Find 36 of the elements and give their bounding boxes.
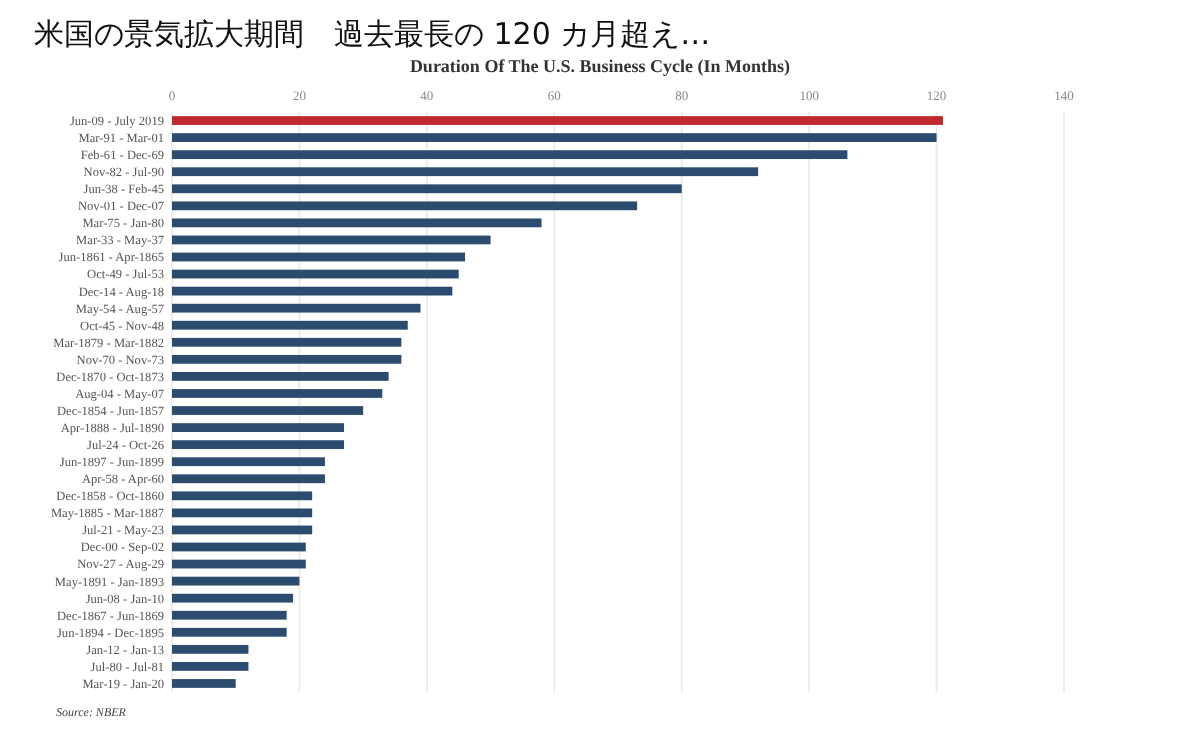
bar	[172, 491, 313, 501]
bar	[172, 150, 848, 160]
bar	[172, 218, 542, 228]
bar	[172, 525, 313, 535]
bar	[172, 201, 638, 211]
bar	[172, 474, 325, 484]
bar	[172, 235, 491, 245]
title: 米国の景気拡大期間 過去最長の 120 カ月超え…	[34, 16, 711, 52]
bar	[172, 440, 345, 450]
bar	[172, 354, 402, 364]
bar	[172, 559, 306, 569]
bar	[172, 372, 389, 381]
bar	[172, 610, 287, 620]
bar	[172, 457, 325, 467]
bar	[172, 337, 402, 347]
bar	[172, 116, 943, 125]
bar	[172, 593, 294, 603]
bar	[172, 679, 236, 688]
bar	[172, 167, 759, 177]
subtitle: Duration Of The U.S. Business Cycle (In Months)	[409, 56, 791, 76]
bar	[172, 389, 383, 398]
bar	[172, 508, 313, 518]
bar	[172, 576, 300, 586]
bar	[172, 269, 459, 279]
bar	[172, 644, 249, 654]
bar	[172, 406, 364, 415]
bar	[172, 627, 287, 637]
bar	[172, 542, 306, 552]
bar	[172, 184, 682, 194]
bar	[172, 662, 249, 671]
bar	[172, 133, 937, 142]
bar	[172, 423, 345, 432]
bar	[172, 320, 408, 330]
bar	[172, 252, 466, 262]
bar	[172, 286, 453, 296]
bar	[172, 303, 421, 313]
